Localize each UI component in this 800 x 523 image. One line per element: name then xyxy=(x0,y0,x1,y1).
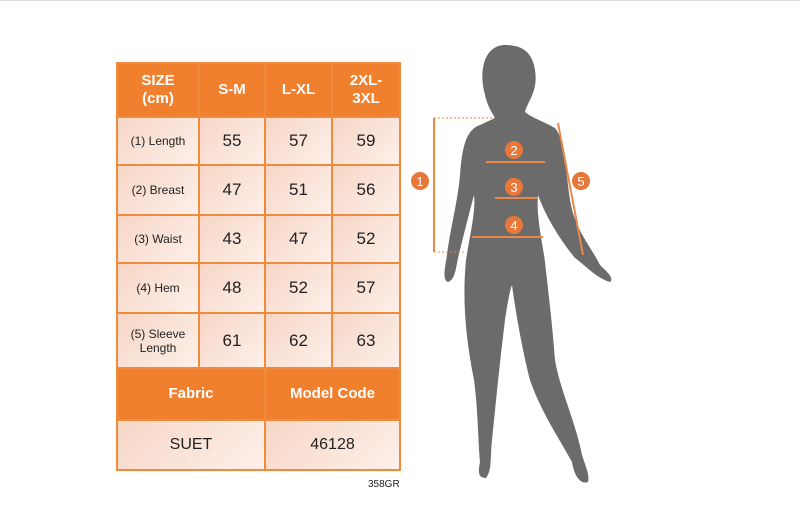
fabric-label: Fabric xyxy=(116,367,266,421)
fabric-value: SUET xyxy=(116,419,266,471)
product-code: 358GR xyxy=(368,479,400,490)
silhouette xyxy=(444,45,612,483)
size-value: 51 xyxy=(264,164,333,216)
model-code-value: 46128 xyxy=(264,419,401,471)
table-row: (4) Hem 48 52 57 xyxy=(116,262,401,314)
row-label: (1) Length xyxy=(116,116,200,166)
footer-header-row: Fabric Model Code xyxy=(116,367,401,421)
size-table: SIZE (cm) S-M L-XL 2XL- 3XL (1) Length 55… xyxy=(116,62,401,471)
model-code-label: Model Code xyxy=(264,367,401,421)
size-value: 62 xyxy=(264,312,333,369)
marker-4: 4 xyxy=(510,218,517,233)
header-size: SIZE (cm) xyxy=(116,62,200,118)
table-row: (3) Waist 43 47 52 xyxy=(116,214,401,264)
marker-2: 2 xyxy=(510,143,517,158)
row-label: (4) Hem xyxy=(116,262,200,314)
size-value: 56 xyxy=(331,164,401,216)
row-label: (2) Breast xyxy=(116,164,200,216)
header-row: SIZE (cm) S-M L-XL 2XL- 3XL xyxy=(116,62,401,118)
table-row: (5) Sleeve Length 61 62 63 xyxy=(116,312,401,369)
size-value: 55 xyxy=(198,116,266,166)
header-2xl-3xl: 2XL- 3XL xyxy=(331,62,401,118)
size-value: 47 xyxy=(264,214,333,264)
footer-row: SUET 46128 xyxy=(116,419,401,471)
divider xyxy=(0,0,800,1)
size-value: 57 xyxy=(331,262,401,314)
size-value: 57 xyxy=(264,116,333,166)
size-value: 47 xyxy=(198,164,266,216)
size-value: 63 xyxy=(331,312,401,369)
size-value: 48 xyxy=(198,262,266,314)
size-value: 61 xyxy=(198,312,266,369)
size-value: 59 xyxy=(331,116,401,166)
row-label: (3) Waist xyxy=(116,214,200,264)
row-label: (5) Sleeve Length xyxy=(116,312,200,369)
size-value: 43 xyxy=(198,214,266,264)
header-l-xl: L-XL xyxy=(264,62,333,118)
marker-5: 5 xyxy=(577,174,584,189)
header-s-m: S-M xyxy=(198,62,266,118)
size-value: 52 xyxy=(331,214,401,264)
marker-1: 1 xyxy=(416,174,423,189)
size-value: 52 xyxy=(264,262,333,314)
table-row: (1) Length 55 57 59 xyxy=(116,116,401,166)
table-row: (2) Breast 47 51 56 xyxy=(116,164,401,216)
marker-3: 3 xyxy=(510,180,517,195)
measure-markers: 1 2 3 4 5 xyxy=(411,141,590,234)
measure-lines xyxy=(433,117,584,256)
